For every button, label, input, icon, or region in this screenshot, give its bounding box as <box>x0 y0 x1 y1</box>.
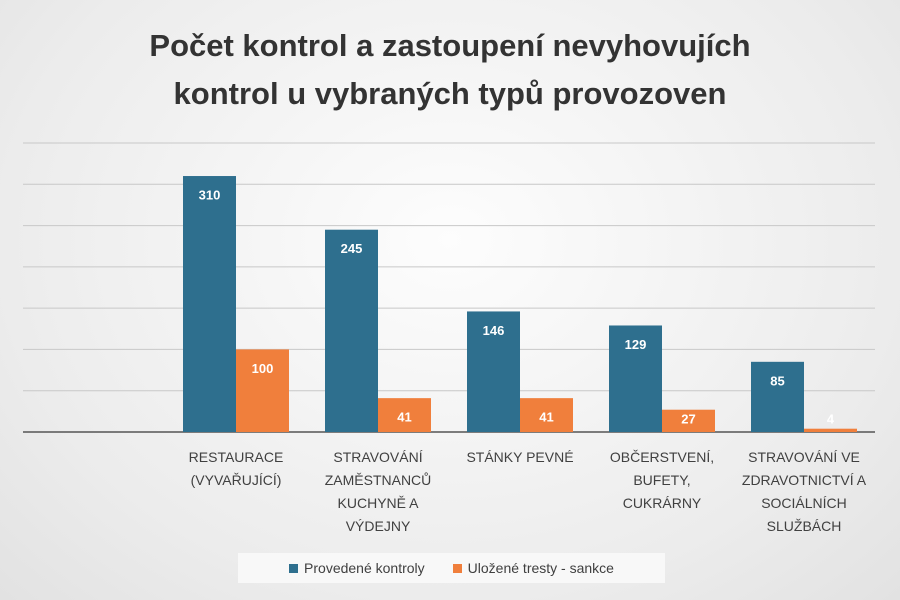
bar <box>804 428 857 432</box>
bar <box>609 325 662 432</box>
bar <box>183 176 236 432</box>
bar <box>662 409 715 432</box>
x-tick-label: STRAVOVÁNÍ VE ZDRAVOTNICTVÍ A SOCIÁLNÍCH… <box>741 449 867 534</box>
data-label: 245 <box>341 241 363 256</box>
data-label: 146 <box>483 323 505 338</box>
legend-item: Uložené tresty - sankce <box>452 560 614 576</box>
x-tick-label: STRAVOVÁNÍ ZAMĚSTNANCŮ KUCHYNĚ A VÝDEJNY <box>324 449 432 534</box>
bar <box>236 349 289 432</box>
legend-label: Provedené kontroly <box>304 560 425 576</box>
bar <box>467 311 520 432</box>
x-tick-label: STÁNKY PEVNÉ <box>466 449 574 465</box>
legend-swatch <box>452 563 462 573</box>
data-label: 41 <box>539 410 553 425</box>
data-label: 100 <box>252 361 274 376</box>
x-tick-label: RESTAURACE (VYVAŘUJÍCÍ) <box>188 449 284 488</box>
data-label: 85 <box>770 373 784 388</box>
legend-swatch <box>289 563 299 573</box>
data-label: 27 <box>681 411 695 426</box>
chart-title: Počet kontrol a zastoupení nevyhovujích … <box>149 28 751 111</box>
data-label: 310 <box>199 187 221 202</box>
bar <box>378 398 431 432</box>
legend-item: Provedené kontroly <box>289 560 425 576</box>
data-label: 129 <box>625 337 647 352</box>
bar <box>520 398 573 432</box>
bar <box>325 229 378 432</box>
data-label: 4 <box>827 411 835 426</box>
data-label: 41 <box>397 410 411 425</box>
legend-label: Uložené tresty - sankce <box>467 560 614 576</box>
x-tick-label: OBČERSTVENÍ, BUFETY, CUKRÁRNY <box>609 449 715 511</box>
legend: Provedené kontroly Uložené tresty - sankc… <box>238 553 665 583</box>
bar <box>751 361 804 432</box>
